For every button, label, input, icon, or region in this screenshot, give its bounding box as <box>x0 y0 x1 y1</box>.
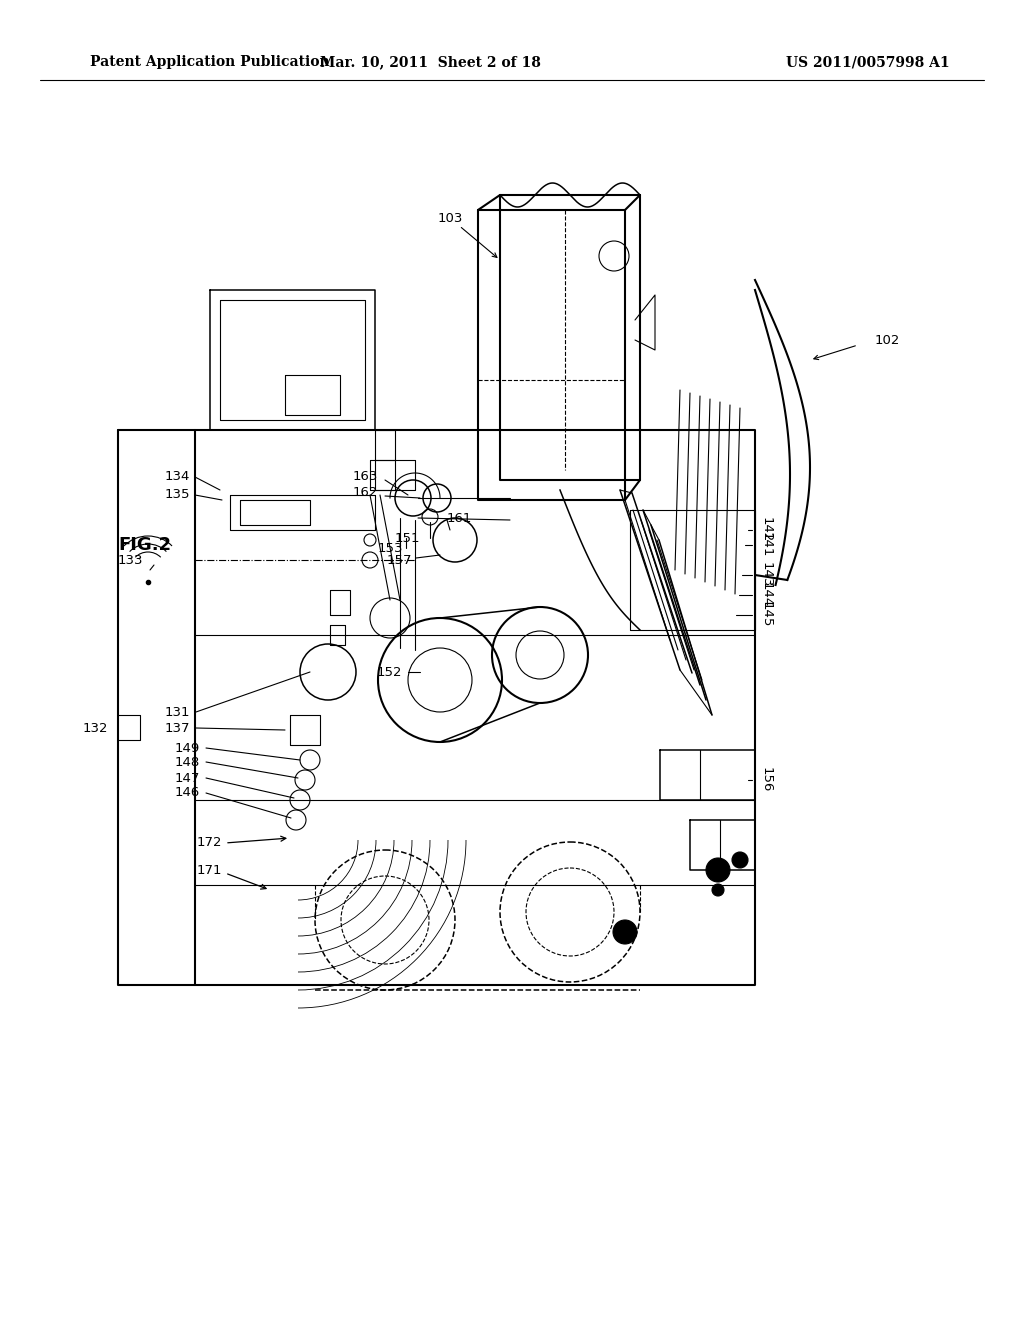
Text: FIG.2: FIG.2 <box>118 536 171 554</box>
Text: 134: 134 <box>165 470 190 483</box>
Text: 145: 145 <box>760 602 773 628</box>
Text: 153: 153 <box>378 541 403 554</box>
Text: 163: 163 <box>352 470 378 483</box>
Text: 131: 131 <box>165 705 190 718</box>
Circle shape <box>706 858 730 882</box>
Text: 151: 151 <box>394 532 420 544</box>
Text: 157: 157 <box>386 553 412 566</box>
Text: Patent Application Publication: Patent Application Publication <box>90 55 330 69</box>
Text: 146: 146 <box>175 787 200 800</box>
Circle shape <box>732 851 748 869</box>
Text: 149: 149 <box>175 742 200 755</box>
Circle shape <box>712 884 724 896</box>
Text: 132: 132 <box>83 722 108 734</box>
Text: 161: 161 <box>447 511 472 524</box>
Text: 133: 133 <box>118 553 143 566</box>
Circle shape <box>613 920 637 944</box>
Text: 141: 141 <box>760 532 773 557</box>
Text: 156: 156 <box>760 767 773 793</box>
Text: 142: 142 <box>760 517 773 543</box>
Text: 162: 162 <box>352 487 378 499</box>
Text: 152: 152 <box>377 665 402 678</box>
Text: 103: 103 <box>437 211 463 224</box>
Text: 137: 137 <box>165 722 190 734</box>
Text: 144: 144 <box>760 582 773 607</box>
Text: 148: 148 <box>175 755 200 768</box>
Text: 147: 147 <box>175 771 200 784</box>
Text: 171: 171 <box>197 863 222 876</box>
Text: 135: 135 <box>165 488 190 502</box>
Text: Mar. 10, 2011  Sheet 2 of 18: Mar. 10, 2011 Sheet 2 of 18 <box>319 55 541 69</box>
Text: 143: 143 <box>760 562 773 587</box>
Text: US 2011/0057998 A1: US 2011/0057998 A1 <box>786 55 950 69</box>
Text: 102: 102 <box>874 334 900 346</box>
Text: 172: 172 <box>197 837 222 850</box>
